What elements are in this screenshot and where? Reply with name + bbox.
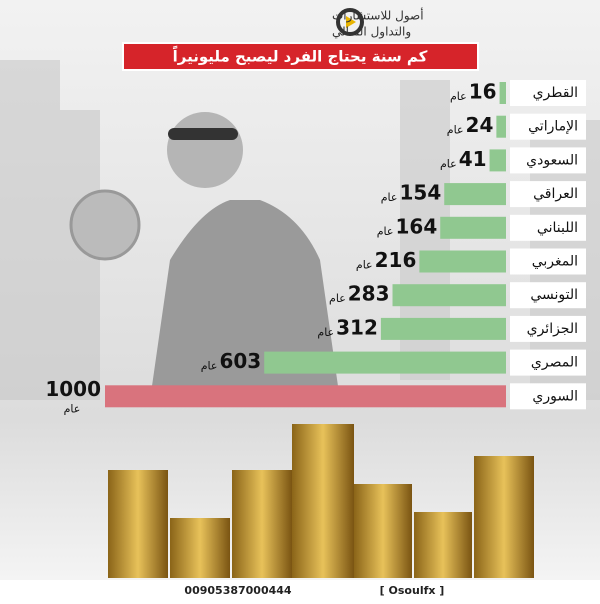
category-box [510, 113, 586, 140]
category-box [510, 349, 586, 376]
category-label: السوري [532, 388, 578, 404]
category-label: السعودي [526, 152, 578, 168]
category-box [510, 147, 586, 174]
unit-label: عام [450, 90, 467, 103]
footer-site: osoulfx.com [523, 580, 590, 593]
unit-label: عام [447, 124, 464, 137]
bar [380, 317, 506, 340]
category-label: اللبناني [537, 220, 578, 236]
logo-mark [346, 16, 356, 28]
unit-label: عام [64, 402, 81, 415]
value-label: 16 [469, 80, 497, 104]
bar [444, 183, 506, 206]
value-label: 164 [395, 214, 437, 238]
coins [108, 424, 534, 578]
bar [496, 115, 506, 138]
bar [499, 82, 506, 104]
bar [392, 284, 506, 307]
category-label: التونسي [530, 287, 578, 303]
category-box [510, 80, 586, 106]
logo-text: والتداول المـالي [332, 25, 411, 40]
category-label: المصري [531, 355, 578, 371]
bar [419, 250, 506, 273]
chart-title: كم سنة يحتاج الفرد ليصبح مليونيراً [172, 45, 427, 65]
watermark-logo [69, 189, 141, 261]
category-label: القطري [533, 85, 578, 101]
value-label: 312 [336, 315, 378, 339]
unit-label: عام [377, 225, 394, 238]
category-box [510, 181, 586, 208]
value-label: 1000 [45, 377, 101, 401]
footer-handle: [ Osoulfx ] [380, 584, 445, 597]
footer-phone: 00905387000444 [184, 584, 291, 597]
footer-bar [0, 580, 600, 600]
category-label: الجزائري [527, 321, 578, 337]
bar [264, 351, 506, 374]
value-label: 283 [348, 282, 390, 306]
category-label: الإماراتي [528, 119, 578, 135]
person-silhouette [150, 112, 340, 400]
category-box [510, 248, 586, 275]
unit-label: عام [201, 360, 218, 373]
category-box [510, 315, 586, 342]
bar [105, 385, 506, 408]
category-label: العراقي [533, 186, 578, 202]
title-box [122, 42, 479, 71]
category-label: المغربي [532, 254, 578, 270]
logo-mark [336, 8, 364, 36]
value-label: 603 [219, 349, 261, 373]
category-box [510, 383, 586, 410]
unit-label: عام [356, 259, 373, 272]
value-label: 24 [466, 113, 494, 137]
unit-label: عام [440, 157, 457, 170]
bar [489, 149, 506, 172]
value-label: 41 [459, 147, 487, 171]
category-box [510, 282, 586, 309]
unit-label: عام [317, 326, 334, 339]
bar [440, 216, 506, 239]
unit-label: عام [381, 191, 398, 204]
category-box [510, 214, 586, 241]
value-label: 154 [399, 181, 441, 205]
unit-label: عام [329, 292, 346, 305]
logo-text: أصول للاستشارات [332, 8, 424, 24]
value-label: 216 [375, 248, 417, 272]
